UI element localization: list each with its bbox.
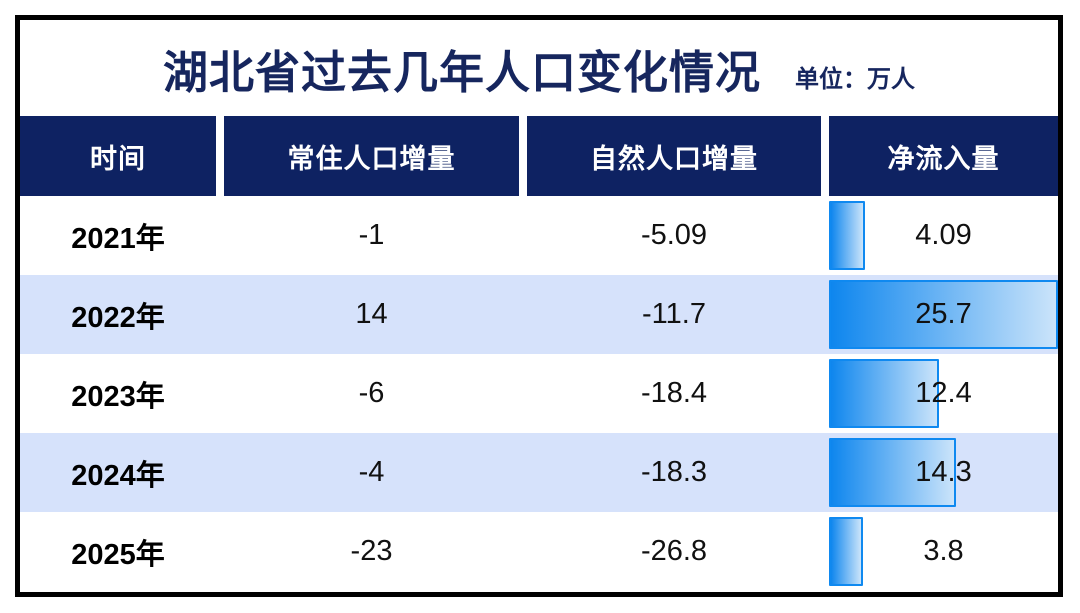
net-inflow-cell: 14.3 [829, 433, 1058, 512]
natural-increase-cell: -26.8 [640, 535, 708, 567]
net-inflow-value: 3.8 [923, 535, 964, 567]
year-cell: 2021年 [71, 222, 165, 255]
resident-increase-cell: -23 [350, 535, 393, 567]
net-inflow-value: 14.3 [915, 456, 972, 488]
year-cell: 2022年 [71, 301, 165, 334]
column-header-resident-increase: 常住人口增量 [224, 116, 519, 196]
year-cell: 2025年 [71, 538, 165, 571]
natural-increase-cell: -11.7 [642, 298, 706, 330]
table-row: 2021年 -1 -5.09 4.09 [20, 196, 1058, 275]
year-cell: 2023年 [71, 380, 165, 413]
net-inflow-bar [829, 359, 940, 428]
resident-increase-cell: 14 [355, 298, 388, 330]
column-header-net-inflow: 净流入量 [829, 116, 1058, 196]
table-header-row: 时间 常住人口增量 自然人口增量 净流入量 [20, 116, 1058, 196]
net-inflow-cell: 3.8 [829, 512, 1058, 591]
unit-label: 单位：万人 [795, 65, 915, 93]
natural-increase-cell: -18.3 [640, 456, 708, 488]
net-inflow-bar [829, 280, 1058, 349]
net-inflow-value: 12.4 [915, 377, 972, 409]
table-row: 2022年 14 -11.7 25.7 [20, 275, 1058, 354]
table-row: 2024年 -4 -18.3 14.3 [20, 433, 1058, 512]
net-inflow-value: 25.7 [915, 298, 972, 330]
table-row: 2023年 -6 -18.4 12.4 [20, 354, 1058, 433]
natural-increase-cell: -5.09 [640, 219, 708, 251]
natural-increase-cell: -18.4 [640, 377, 708, 409]
resident-increase-cell: -6 [358, 377, 385, 409]
net-inflow-cell: 25.7 [829, 275, 1058, 354]
year-cell: 2024年 [71, 459, 165, 492]
population-table-card: 湖北省过去几年人口变化情况 单位：万人 时间 常住人口增量 自然人口增量 净流入… [15, 15, 1063, 597]
resident-increase-cell: -1 [358, 219, 385, 251]
net-inflow-bar [829, 517, 863, 586]
net-inflow-cell: 4.09 [829, 196, 1058, 275]
resident-increase-cell: -4 [358, 456, 385, 488]
net-inflow-bar [829, 438, 957, 507]
net-inflow-cell: 12.4 [829, 354, 1058, 433]
net-inflow-value: 4.09 [915, 219, 972, 251]
page-title: 湖北省过去几年人口变化情况 [162, 46, 761, 98]
column-header-time: 时间 [20, 116, 216, 196]
table-row: 2025年 -23 -26.8 3.8 [20, 512, 1058, 591]
title-bar: 湖北省过去几年人口变化情况 单位：万人 [20, 20, 1058, 116]
net-inflow-bar [829, 201, 866, 270]
column-header-natural-increase: 自然人口增量 [527, 116, 821, 196]
